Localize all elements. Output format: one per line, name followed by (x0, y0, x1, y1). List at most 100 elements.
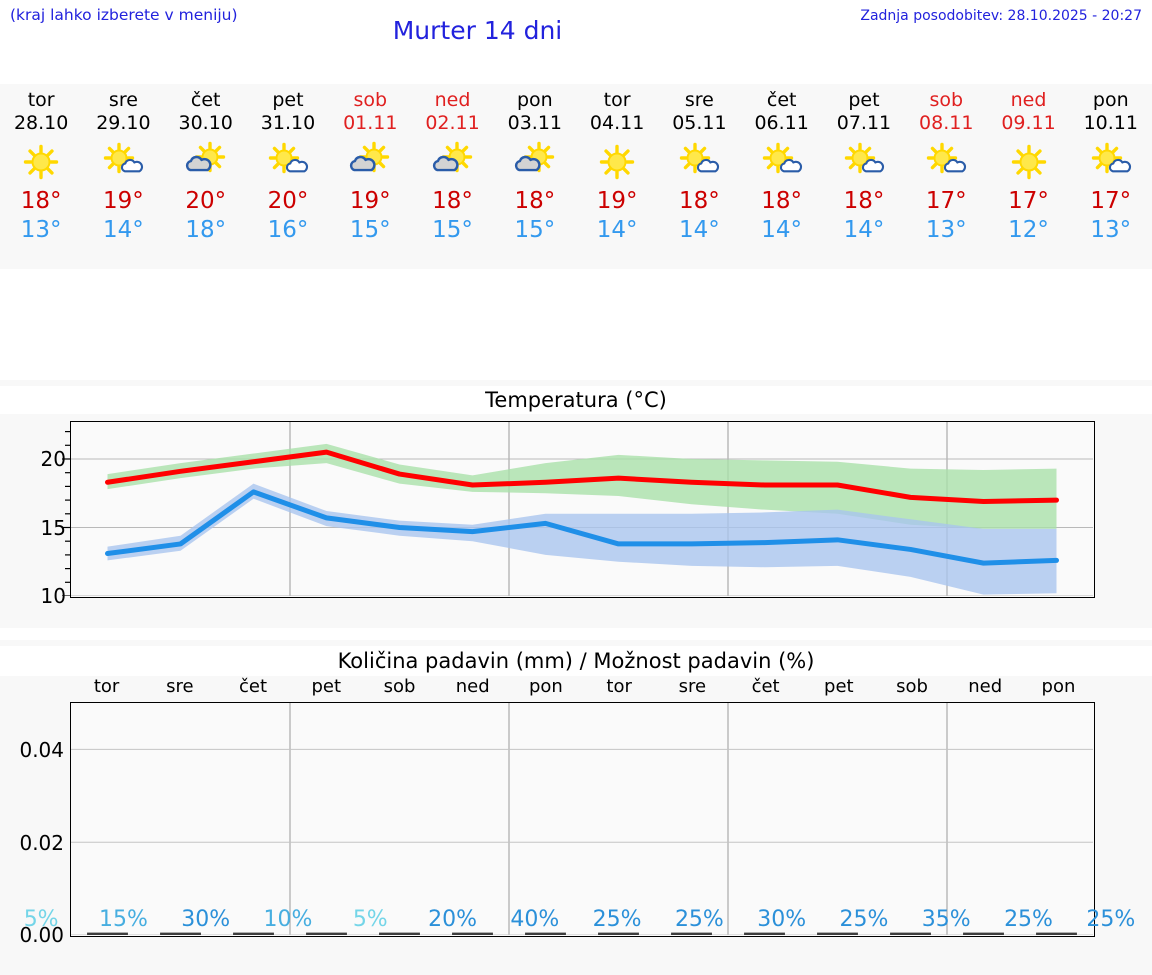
sun-small-cloud-icon (82, 137, 164, 187)
day-name: sre (108, 89, 138, 111)
sun-small-cloud-icon (1070, 137, 1152, 187)
precipitation-day-label: sre (678, 676, 707, 697)
temperature-min: 14° (679, 217, 720, 243)
precipitation-day-label: ned (968, 676, 1003, 697)
temperature-min: 12° (1008, 217, 1049, 243)
precipitation-probability: 25% (592, 907, 642, 932)
temperature-max: 19° (596, 188, 638, 214)
sun-small-cloud-icon (905, 137, 987, 187)
day-date: 10.11 (1083, 112, 1138, 134)
precipitation-day-label: pon (528, 676, 563, 697)
forecast-day-column[interactable]: pon 03.11 18° 15° (494, 84, 576, 269)
forecast-day-column[interactable]: sre 29.10 19° 14° (82, 84, 164, 269)
precipitation-probability-row: 5% 15% 30% 10% 5% 20% 40% 25% 25% 30% 25% 35% 25% 25% (0, 903, 1152, 941)
forecast-day-column[interactable]: sob 08.11 17° 13° (905, 84, 987, 269)
precipitation-y-tick-label: 0.00 (19, 923, 64, 948)
precipitation-day-label: čet (751, 676, 780, 697)
precipitation-probability: 25% (674, 907, 724, 932)
temperature-max: 17° (1008, 188, 1049, 214)
forecast-day-column[interactable]: pon 10.11 17° 13° (1070, 84, 1152, 269)
day-name: sre (684, 89, 714, 111)
day-name: tor (603, 89, 631, 111)
day-date: 31.10 (260, 112, 316, 134)
temperature-max: 20° (185, 188, 227, 214)
temperature-y-tick-label: 15 (40, 515, 66, 540)
temperature-max: 18° (679, 188, 720, 214)
temperature-min: 14° (596, 217, 638, 243)
page-title: Murter 14 dni (392, 16, 563, 45)
day-name: pet (272, 89, 304, 111)
day-date: 05.11 (672, 112, 727, 134)
forecast-day-column[interactable]: pet 31.10 20° 16° (247, 84, 329, 269)
menu-hint-text: (kraj lahko izberete v meniju) (10, 6, 238, 24)
temperature-min: 14° (103, 217, 144, 243)
day-name: pet (848, 89, 880, 111)
temperature-max: 19° (349, 188, 391, 214)
forecast-day-column[interactable]: ned 02.11 18° 15° (411, 84, 493, 269)
day-date: 07.11 (836, 112, 892, 134)
temperature-min: 18° (185, 217, 227, 243)
day-name: ned (1010, 89, 1047, 111)
temperature-min: 15° (432, 217, 473, 243)
day-date: 06.11 (754, 112, 809, 134)
day-name: ned (434, 89, 471, 111)
forecast-day-column[interactable]: čet 30.10 20° 18° (165, 84, 247, 269)
precipitation-day-label: čet (239, 676, 268, 697)
sun-small-cloud-icon (247, 137, 329, 187)
temperature-max: 17° (925, 188, 967, 214)
day-name: čet (766, 89, 797, 111)
sun-small-cloud-icon (658, 137, 740, 187)
precipitation-probability: 5% (352, 907, 388, 932)
day-name: pon (516, 89, 553, 111)
day-date: 09.11 (1001, 112, 1056, 134)
day-name: čet (190, 89, 221, 111)
forecast-day-column[interactable]: sob 01.11 19° 15° (329, 84, 411, 269)
day-name: sob (353, 89, 388, 111)
precipitation-chart-title: Količina padavin (mm) / Možnost padavin … (0, 646, 1152, 676)
sun-big-cloud-icon (165, 137, 247, 187)
precipitation-probability: 15% (98, 907, 148, 932)
precipitation-day-labels: tor sre čet pet sob ned pon tor sre čet pet sob ned p… (70, 676, 1095, 698)
precipitation-chart-svg (71, 703, 1093, 936)
day-date: 01.11 (343, 112, 398, 134)
precipitation-probability: 25% (839, 907, 889, 932)
forecast-day-column[interactable]: čet 06.11 18° 14° (741, 84, 823, 269)
sun-big-cloud-icon (494, 137, 576, 187)
last-update-text: Zadnja posodobitev: 28.10.2025 - 20:27 (860, 8, 1142, 24)
forecast-day-column[interactable]: pet 07.11 18° 14° (823, 84, 905, 269)
temperature-min: 16° (267, 217, 309, 243)
precipitation-probability: 30% (181, 907, 231, 932)
temperature-min: 13° (1090, 217, 1132, 243)
sun-icon (0, 137, 82, 187)
precipitation-day-label: tor (93, 676, 120, 697)
precipitation-y-tick-label: 0.04 (19, 737, 64, 762)
sun-big-cloud-icon (329, 137, 411, 187)
temperature-min: 15° (349, 217, 391, 243)
temperature-min: 14° (761, 217, 803, 243)
forecast-day-column[interactable]: tor 04.11 19° 14° (576, 84, 658, 269)
forecast-day-column[interactable]: ned 09.11 17° 12° (987, 84, 1069, 269)
day-date: 29.10 (96, 112, 151, 134)
precipitation-probability: 5% (23, 907, 59, 932)
sun-big-cloud-icon (411, 137, 493, 187)
day-name: sob (929, 89, 964, 111)
temperature-chart-svg (71, 422, 1093, 597)
sun-small-cloud-icon (741, 137, 823, 187)
precipitation-day-label: pon (1041, 676, 1076, 697)
forecast-day-strip: tor 28.10 18° 13° sre 29.10 19° 14° čet 30.10 20° 1… (0, 84, 1152, 269)
temperature-plot-area (70, 421, 1095, 598)
day-date: 04.11 (589, 112, 645, 134)
precipitation-day-label: sre (166, 676, 194, 697)
forecast-day-column[interactable]: tor 28.10 18° 13° (0, 84, 82, 269)
precipitation-probability: 25% (1086, 907, 1136, 932)
temperature-max: 18° (761, 188, 803, 214)
forecast-day-column[interactable]: sre 05.11 18° 14° (658, 84, 740, 269)
temperature-chart-title: Temperatura (°C) (0, 386, 1152, 414)
sun-icon (576, 137, 658, 187)
temperature-max: 18° (432, 188, 473, 214)
precipitation-plot-area (70, 702, 1095, 937)
day-date: 08.11 (919, 112, 974, 134)
precipitation-day-label: tor (606, 676, 632, 697)
day-name: tor (27, 89, 55, 111)
precipitation-day-label: sob (383, 676, 416, 697)
